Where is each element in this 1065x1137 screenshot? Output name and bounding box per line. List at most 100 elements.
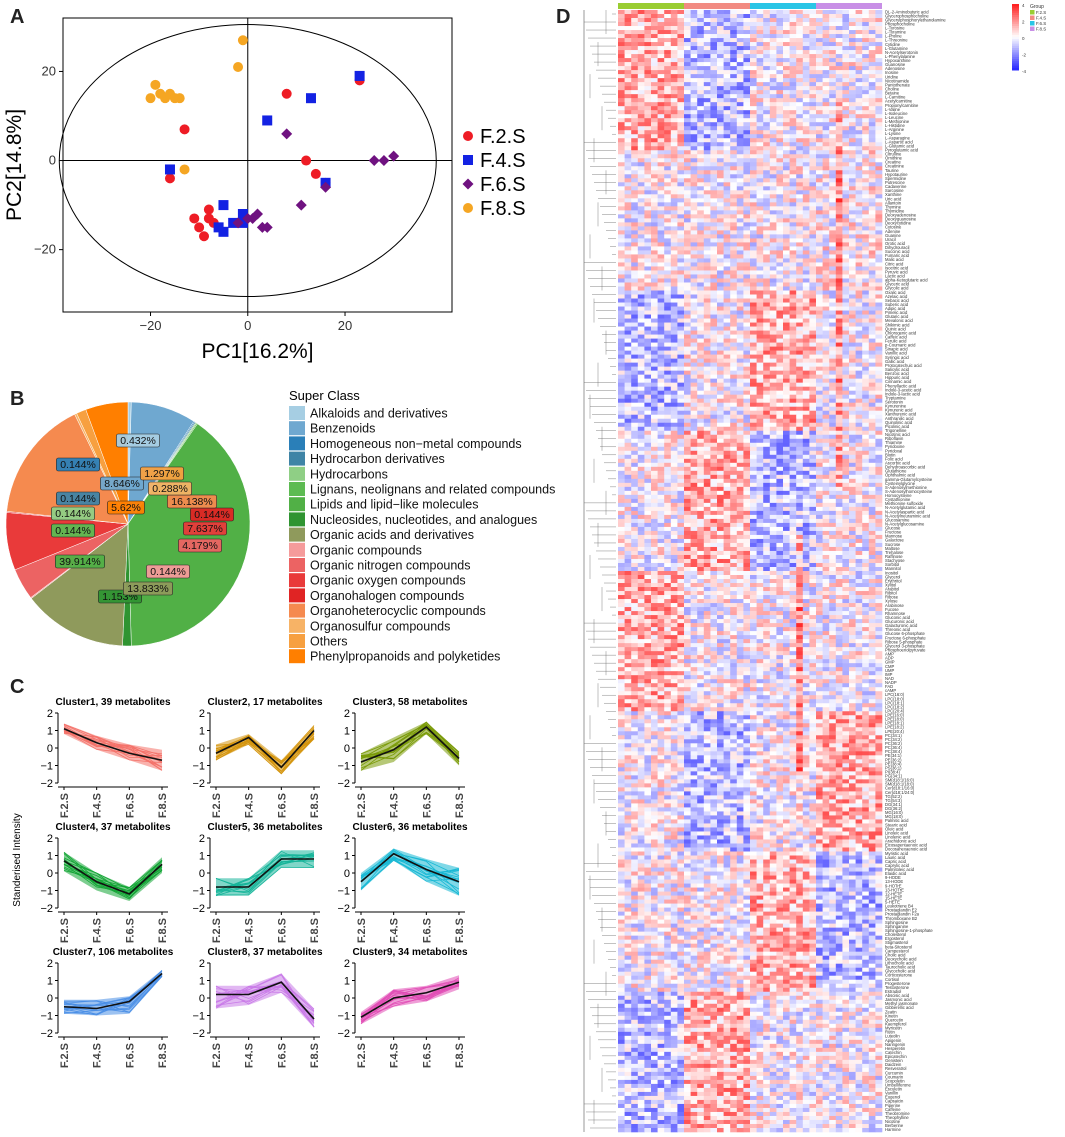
heatmap-cell xyxy=(855,126,863,131)
heatmap-cell xyxy=(783,338,790,343)
heatmap-cell xyxy=(684,34,691,39)
heatmap-cell xyxy=(763,290,771,295)
heatmap-cell xyxy=(624,34,632,39)
heatmap-cell xyxy=(822,210,830,215)
heatmap-cell xyxy=(637,266,645,271)
heatmap-cell xyxy=(875,350,883,355)
heatmap-cell xyxy=(618,346,625,351)
heatmap-cell xyxy=(644,30,652,35)
heatmap-cell xyxy=(618,394,625,399)
heatmap-cell xyxy=(862,230,870,235)
heatmap-cell xyxy=(644,310,652,315)
y-tick-label: 1 xyxy=(199,976,205,988)
heatmap-cell xyxy=(723,410,731,416)
heatmap-cell xyxy=(618,326,625,331)
heatmap-cell xyxy=(809,410,817,416)
heatmap-cell xyxy=(670,146,678,151)
heatmap-cell xyxy=(664,146,672,151)
heatmap-cell xyxy=(697,290,705,295)
heatmap-cell xyxy=(835,94,843,99)
heatmap-cell xyxy=(697,438,705,444)
heatmap-cell xyxy=(644,58,652,63)
heatmap-cell xyxy=(677,410,685,416)
heatmap-cell xyxy=(651,426,658,432)
heatmap-cell xyxy=(756,166,764,171)
heatmap-cell xyxy=(637,114,645,119)
heatmap-cell xyxy=(842,170,850,175)
heatmap-cell xyxy=(743,370,751,375)
heatmap-cell xyxy=(835,270,843,275)
heatmap-cell xyxy=(618,170,625,175)
heatmap-cell xyxy=(631,186,639,191)
heatmap-cell xyxy=(763,174,771,179)
heatmap-cell xyxy=(684,42,691,47)
heatmap-cell xyxy=(697,130,705,135)
data-point xyxy=(295,199,307,211)
heatmap-cell xyxy=(862,174,870,179)
heatmap-cell xyxy=(835,394,843,399)
heatmap-cell xyxy=(710,294,718,299)
heatmap-cell xyxy=(723,294,731,299)
heatmap-cell xyxy=(703,138,711,143)
heatmap-cell xyxy=(783,154,790,159)
heatmap-cell xyxy=(816,90,823,95)
heatmap-cell xyxy=(730,154,738,159)
heatmap-cell xyxy=(835,166,843,171)
heatmap-cell xyxy=(670,242,678,247)
heatmap-cell xyxy=(783,386,790,391)
heatmap-cell xyxy=(624,78,632,83)
heatmap-cell xyxy=(835,366,843,371)
heatmap-cell xyxy=(862,362,870,367)
heatmap-cell xyxy=(703,382,711,387)
heatmap-cell xyxy=(802,302,810,307)
heatmap-cell xyxy=(631,14,639,19)
heatmap-cell xyxy=(624,326,632,331)
heatmap-cell xyxy=(776,18,784,23)
heatmap-cell xyxy=(723,122,731,127)
heatmap-cell xyxy=(736,226,744,231)
heatmap-cell xyxy=(822,390,830,395)
heatmap-cell xyxy=(868,346,876,351)
heatmap-cell xyxy=(684,174,691,179)
heatmap-cell xyxy=(855,206,863,211)
heatmap-cell xyxy=(776,134,784,139)
heatmap-cell xyxy=(690,162,698,167)
heatmap-cell xyxy=(743,194,751,199)
pie-label: 0.144% xyxy=(60,459,96,471)
heatmap-cell xyxy=(862,358,870,363)
heatmap-cell xyxy=(710,102,718,107)
heatmap-cell xyxy=(657,98,665,103)
heatmap-cell xyxy=(624,274,632,279)
heatmap-cell xyxy=(717,310,724,315)
heatmap-cell xyxy=(690,418,698,424)
heatmap-cell xyxy=(835,146,843,151)
heatmap-cell xyxy=(710,14,718,19)
heatmap-cell xyxy=(657,274,665,279)
heatmap-cell xyxy=(723,370,731,375)
heatmap-cell xyxy=(796,314,804,319)
heatmap-cell xyxy=(783,38,790,43)
heatmap-cell xyxy=(651,38,658,43)
x-tick-label: F.6.S xyxy=(421,793,433,818)
heatmap-cell xyxy=(849,10,856,15)
heatmap-cell xyxy=(697,266,705,271)
heatmap-cell xyxy=(783,430,790,436)
heatmap-cell xyxy=(756,150,764,155)
heatmap-cell xyxy=(670,166,678,171)
heatmap-cell xyxy=(783,82,790,87)
heatmap-cell xyxy=(816,222,823,227)
heatmap-cell xyxy=(670,274,678,279)
heatmap-cell xyxy=(783,182,790,187)
heatmap-cell xyxy=(756,406,764,412)
heatmap-cell xyxy=(710,126,718,131)
heatmap-cell xyxy=(637,34,645,39)
heatmap-cell xyxy=(763,170,771,175)
heatmap-cell xyxy=(769,174,777,179)
heatmap-cell xyxy=(862,258,870,263)
heatmap-cell xyxy=(763,218,771,223)
heatmap-cell xyxy=(664,438,672,444)
heatmap-cell xyxy=(644,258,652,263)
heatmap-cell xyxy=(664,110,672,115)
heatmap-cell xyxy=(802,114,810,119)
